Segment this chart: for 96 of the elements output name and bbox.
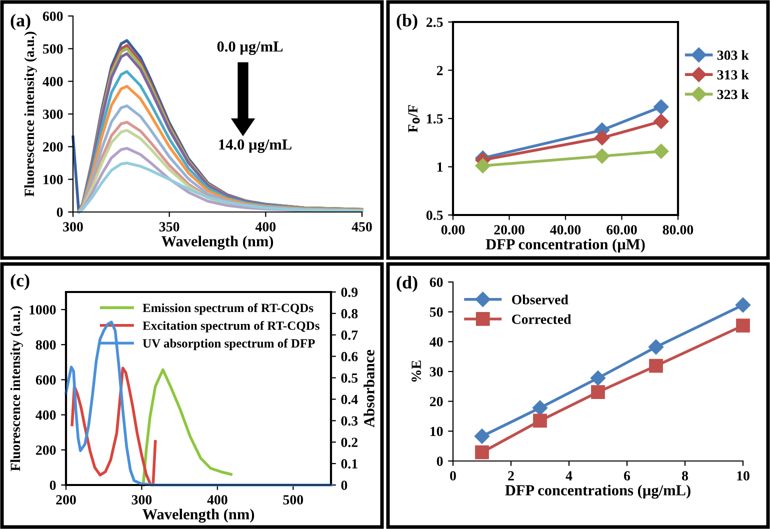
- line-series: [142, 368, 232, 486]
- y-tick-label: 600: [42, 12, 63, 21]
- point: [475, 158, 490, 174]
- y-tick-label: 100: [44, 174, 63, 184]
- y-tick-label: 60: [430, 278, 443, 287]
- legend-label: Observed: [512, 294, 568, 304]
- y-axis-title: Fluorescence intensity (a.u.): [24, 32, 37, 197]
- y-tick-label: 400: [36, 410, 56, 420]
- point: [654, 114, 669, 129]
- y-tick-label: 0: [50, 480, 56, 490]
- y2-tick-label: 0.1: [341, 459, 358, 469]
- point: [649, 358, 663, 373]
- y-tick-label: 40: [430, 337, 443, 347]
- y-tick-label: 20: [430, 396, 443, 406]
- y-tick-label: 1.5: [427, 114, 443, 124]
- x-tick-label: 300: [63, 222, 83, 232]
- y-tick-label: 0: [436, 456, 443, 466]
- x-tick-label: 400: [255, 222, 276, 232]
- x-tick-label: 40.00: [550, 225, 581, 235]
- text: (c): [10, 274, 30, 290]
- y2-tick-label: 0.2: [341, 438, 358, 448]
- x-tick-label: 450: [352, 222, 372, 232]
- text: (d): [396, 276, 418, 292]
- y-axis-title: Fluorescence intensity (a.u.): [10, 306, 23, 472]
- point: [591, 385, 605, 400]
- x-tick-label: 8: [682, 471, 688, 480]
- x-tick-label: 80.00: [662, 225, 694, 235]
- x-tick-label: 300: [132, 495, 152, 504]
- y-tick-label: 800: [36, 340, 56, 350]
- x-axis-title: DFP concentrations (µg/mL): [505, 484, 690, 499]
- x-tick-label: 4: [566, 471, 572, 480]
- x-tick-label: 6: [624, 471, 630, 480]
- y-tick-label: 50: [430, 307, 443, 317]
- x-axis-title: DFP concentration (µM): [486, 238, 645, 253]
- x-tick-label: 0.00: [441, 225, 465, 235]
- y-tick-label: 2: [436, 66, 443, 76]
- point: [594, 148, 610, 164]
- point: [474, 428, 490, 444]
- x-tick-label: 200: [56, 495, 76, 504]
- legend-label: Corrected: [512, 314, 572, 324]
- point: [533, 414, 547, 428]
- y-axis-title: %E: [412, 360, 422, 382]
- y-tick-label: 1: [437, 162, 443, 172]
- legend-label: 313 k: [717, 70, 749, 80]
- legend-label: Emission spectrum of RT-CQDs: [142, 303, 314, 315]
- x-tick-label: 350: [159, 222, 180, 232]
- y-tick-label: 10: [430, 426, 443, 436]
- x-axis-title: Wavelength (nm): [142, 508, 254, 523]
- y-tick-label: 0.5: [426, 210, 443, 220]
- y2-axis-title: Absorbance: [364, 350, 374, 428]
- y-tick-label: 500: [43, 44, 63, 54]
- point: [475, 445, 489, 460]
- y-tick-label: 30: [430, 367, 443, 376]
- legend-label: Excitation spectrum of RT-CQDs: [142, 320, 320, 332]
- x-tick-label: 500: [283, 495, 304, 504]
- x-tick-label: 2: [508, 471, 514, 480]
- y2-tick-label: 0.4: [341, 394, 358, 404]
- point: [594, 130, 610, 146]
- y2-tick-label: 0.6: [341, 352, 358, 362]
- point: [648, 339, 664, 355]
- x-tick-label: 20.00: [494, 225, 524, 235]
- annotation: 14.0 µg/mL: [219, 139, 292, 153]
- y-tick-label: 1000: [30, 305, 56, 314]
- point: [736, 318, 750, 332]
- point: [735, 297, 751, 313]
- y-tick-label: 2.5: [426, 18, 443, 28]
- y-tick-label: 200: [43, 142, 63, 152]
- y-tick-label: 200: [36, 445, 56, 455]
- point: [654, 99, 669, 114]
- point: [532, 400, 548, 416]
- legend-label: 323 k: [717, 89, 749, 100]
- legend-label: 303 k: [717, 50, 749, 60]
- x-tick-label: 400: [207, 495, 228, 504]
- legend-label: UV absorption spectrum of DFP: [142, 338, 315, 350]
- text: (b): [396, 14, 418, 30]
- y2-tick-label: 0.7: [341, 330, 358, 340]
- x-tick-label: 60.00: [606, 225, 637, 235]
- annotation: 0.0 µg/mL: [217, 41, 283, 55]
- point: [590, 370, 606, 386]
- y-tick-label: 300: [42, 110, 63, 119]
- y-tick-label: 600: [36, 375, 56, 385]
- y2-tick-label: 0.5: [341, 373, 358, 383]
- text: (a): [10, 14, 30, 30]
- x-tick-label: 10: [737, 471, 750, 480]
- y-tick-label: 0: [56, 208, 63, 217]
- line-series: [77, 162, 364, 214]
- x-axis-title: Wavelength (nm): [161, 236, 274, 250]
- y2-tick-label: 0.9: [341, 288, 358, 298]
- x-tick-label: 0: [450, 471, 456, 480]
- y2-tick-label: 0: [341, 480, 348, 490]
- y2-tick-label: 0.3: [341, 416, 358, 426]
- y-tick-label: 400: [42, 76, 63, 86]
- y2-tick-label: 0.8: [341, 309, 358, 318]
- y-axis-title: F$_{0}$/F: [408, 105, 420, 132]
- point: [654, 144, 669, 159]
- line-series: [70, 366, 157, 486]
